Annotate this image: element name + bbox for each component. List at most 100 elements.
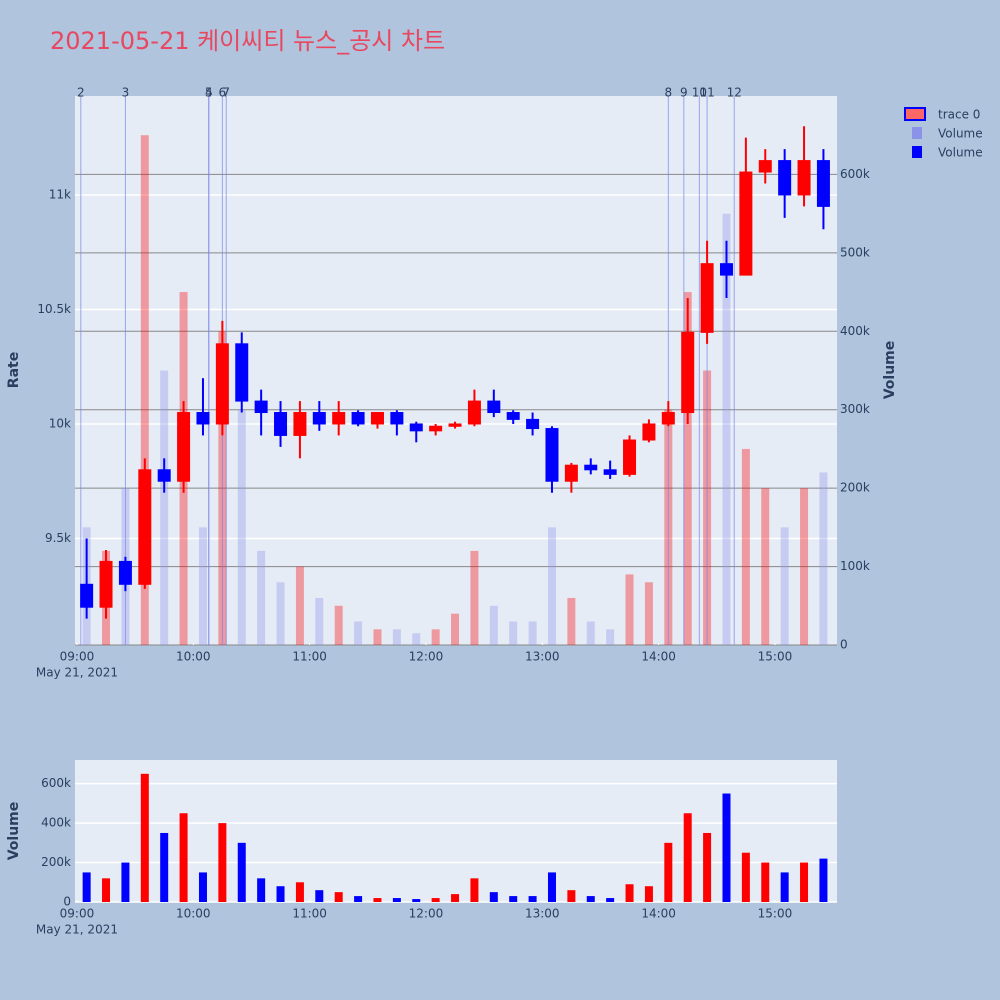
volume-bar	[586, 896, 595, 902]
candle-body	[448, 423, 462, 427]
y-tick-label: 9.5k	[45, 531, 71, 545]
candle-body	[138, 469, 152, 585]
news-label: 8	[664, 86, 672, 100]
candle-body	[429, 425, 443, 432]
volume-bar	[800, 862, 809, 902]
volume-bar	[257, 550, 266, 645]
volume-bar	[586, 621, 595, 645]
candle-body	[642, 423, 656, 441]
volume-bar	[451, 613, 460, 645]
volume-bar	[528, 896, 537, 902]
x-tick-label: 13:00	[525, 907, 560, 921]
legend-swatch	[904, 107, 926, 121]
legend: trace 0 Volume Volume	[904, 107, 983, 160]
volume-bar	[683, 813, 692, 902]
volume-bar	[567, 597, 576, 645]
y-tick-label: 10.5k	[37, 302, 71, 316]
news-label: 6	[219, 86, 227, 100]
volume-bar	[509, 896, 518, 902]
legend-label[interactable]: trace 0	[938, 108, 980, 122]
x-tick-label: 11:00	[292, 907, 327, 921]
candle-body	[816, 160, 830, 207]
volume-bar	[819, 858, 828, 902]
x-tick-label: 14:00	[641, 650, 676, 664]
volume-bar	[179, 813, 188, 902]
candle-body	[293, 412, 307, 436]
x-tick-label: 10:00	[176, 650, 211, 664]
candle-body	[312, 412, 326, 425]
volume-bar	[470, 550, 479, 645]
news-label: 4	[205, 86, 213, 100]
volume-bar	[547, 872, 556, 902]
volume-bar	[644, 886, 653, 902]
volume-bar	[121, 862, 130, 902]
y-tick-label: 200k	[41, 855, 71, 869]
volume-bar	[295, 882, 304, 902]
volume-bar	[451, 894, 460, 902]
candle-body	[564, 464, 578, 482]
volume-bar	[276, 886, 285, 902]
y-tick-label: 0	[63, 895, 71, 909]
legend-label[interactable]: Volume	[938, 127, 983, 141]
volume-bar	[664, 842, 673, 902]
x-tick-label: 09:00	[60, 907, 95, 921]
volume-bar	[625, 884, 634, 902]
volume-bar	[741, 448, 750, 645]
candle-body	[467, 400, 481, 425]
candle-body	[235, 343, 249, 402]
candle-body	[254, 400, 268, 414]
x-sub-label: May 21, 2021	[36, 666, 118, 680]
y2-axis-title: Volume	[882, 341, 898, 400]
volume-bar	[218, 823, 227, 902]
candle-body	[196, 412, 210, 425]
candle-body	[351, 412, 365, 425]
candle-body	[177, 412, 191, 482]
volume-bar	[237, 842, 246, 902]
y-tick-label: 600k	[41, 776, 71, 790]
candle-body	[584, 464, 598, 471]
news-label: 12	[727, 86, 742, 100]
candle-body	[157, 469, 171, 482]
volume-bar	[354, 621, 363, 645]
volume-bar	[295, 566, 304, 645]
y-tick-label: 10k	[49, 416, 71, 430]
volume-bar	[334, 605, 343, 645]
chart-title: 2021-05-21 케이씨티 뉴스_공시 차트	[50, 27, 445, 55]
volume-bar	[509, 621, 518, 645]
news-label: 9	[680, 86, 688, 100]
volume-bar	[625, 574, 634, 645]
volume-bar	[315, 890, 324, 902]
candle-body	[390, 412, 404, 425]
y-axis-title: Volume	[6, 802, 22, 861]
news-label: 7	[222, 86, 230, 100]
volume-bar	[780, 527, 789, 645]
volume-bar	[392, 629, 401, 645]
volume-bar	[606, 629, 615, 645]
volume-bar	[102, 878, 111, 902]
volume-bar	[354, 896, 363, 902]
volume-bar	[567, 890, 576, 902]
x-tick-label: 14:00	[641, 907, 676, 921]
x-tick-label: 09:00	[60, 650, 95, 664]
x-sub-label: May 21, 2021	[36, 923, 118, 937]
x-tick-label: 15:00	[758, 650, 793, 664]
volume-bar	[82, 872, 91, 902]
volume-bar	[722, 213, 731, 645]
volume-bar	[140, 135, 149, 645]
candle-body	[778, 160, 792, 196]
y-tick-label: 400k	[41, 816, 71, 830]
volume-bar	[528, 621, 537, 645]
candle-body	[603, 469, 617, 475]
legend-label[interactable]: Volume	[938, 146, 983, 160]
candle-body	[526, 418, 540, 430]
x-tick-label: 11:00	[292, 650, 327, 664]
volume-bar	[198, 527, 207, 645]
candle-body	[409, 423, 423, 432]
volume-bar	[160, 370, 169, 645]
y2-tick-label: 500k	[840, 245, 870, 259]
candle-body	[797, 160, 811, 196]
candle-body	[700, 263, 714, 333]
volume-bar	[722, 793, 731, 902]
volume-bar	[703, 832, 712, 902]
candle-body	[719, 263, 733, 276]
